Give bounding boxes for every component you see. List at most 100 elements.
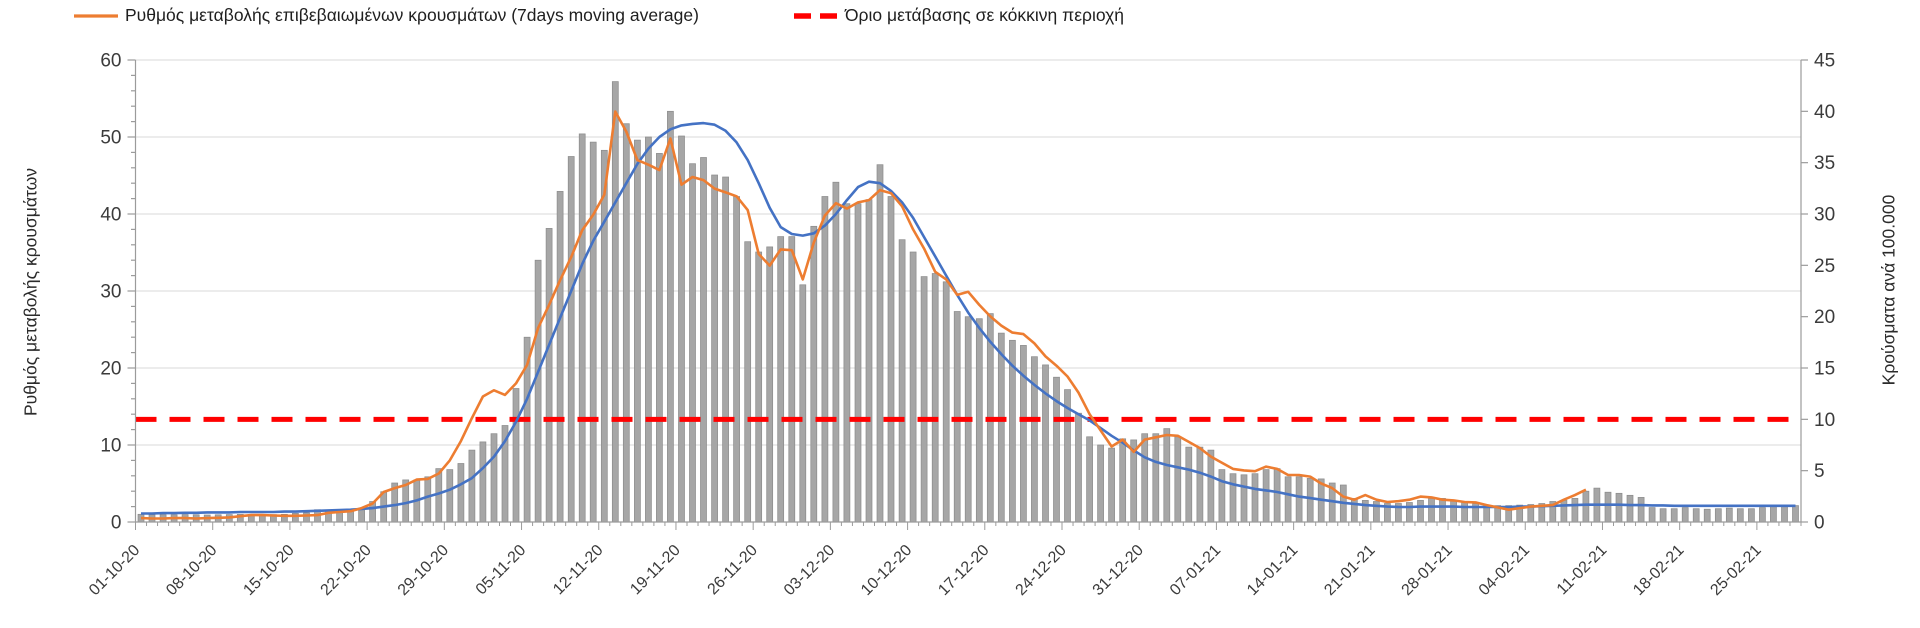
bar <box>1350 498 1358 523</box>
y-tick-label-right: 15 <box>1814 359 1835 380</box>
bar <box>1406 502 1413 523</box>
x-tick-label: 19-11-20 <box>627 542 684 599</box>
x-tick-label: 31-12-20 <box>1090 542 1147 599</box>
bar <box>1637 497 1645 523</box>
bar <box>446 469 454 523</box>
bar <box>887 196 895 523</box>
bar <box>733 196 740 523</box>
x-tick-label: 24-12-20 <box>1013 542 1070 599</box>
bar <box>1075 412 1082 523</box>
y-tick-label-left: 0 <box>111 513 122 534</box>
bar <box>1648 507 1656 523</box>
bar <box>920 276 928 523</box>
bar <box>1781 504 1788 523</box>
bar <box>1295 476 1303 523</box>
legend-label-ma7: Ρυθμός μεταβολής επιβεβαιωμένων κρουσμάτ… <box>125 5 699 25</box>
bar <box>1273 468 1281 523</box>
bar <box>1626 494 1634 523</box>
y-tick-label-right: 45 <box>1814 51 1835 72</box>
x-tick-label: 26-11-20 <box>705 542 762 599</box>
bar <box>667 110 674 523</box>
bar <box>1306 478 1314 523</box>
bar <box>799 284 807 523</box>
bar <box>1571 498 1579 523</box>
x-tick-label: 08-10-20 <box>163 542 220 599</box>
bar <box>468 449 476 523</box>
bar <box>534 259 542 523</box>
x-tick-label: 28-01-21 <box>1399 542 1456 599</box>
bar <box>1185 446 1193 523</box>
bar <box>931 273 939 523</box>
bar <box>479 441 487 523</box>
bar <box>1759 507 1766 523</box>
bar <box>678 135 685 523</box>
bar <box>1174 436 1182 523</box>
x-tick-label: 18-02-21 <box>1630 542 1687 599</box>
bar <box>1748 508 1755 523</box>
legend-label-threshold: Όριο μετάβασης σε κόκκινη περιοχή <box>845 5 1125 25</box>
y-tick-label-left: 50 <box>100 128 121 149</box>
bar <box>358 509 365 523</box>
x-tick-label: 22-10-20 <box>318 542 375 599</box>
y-tick-label-right: 20 <box>1814 307 1835 328</box>
bar <box>1792 505 1799 523</box>
bar <box>1725 507 1733 523</box>
x-tick-label: 21-01-21 <box>1321 542 1378 599</box>
bar <box>490 433 498 523</box>
x-tick-label: 11-02-21 <box>1554 542 1611 599</box>
bar <box>975 318 983 523</box>
bar <box>1020 345 1027 523</box>
bar <box>589 141 597 523</box>
y-tick-label-left: 40 <box>100 205 121 226</box>
x-tick-label: 29-10-20 <box>395 542 452 599</box>
bar <box>909 251 917 523</box>
x-tick-label: 12-11-20 <box>550 542 607 599</box>
bar <box>1240 474 1248 523</box>
bar <box>876 164 884 523</box>
bar <box>953 311 961 523</box>
legend-item-ma7: Ρυθμός μεταβολής επιβεβαιωμένων κρουσμάτ… <box>73 5 699 26</box>
bar <box>1703 508 1711 523</box>
y-tick-label-right: 0 <box>1814 513 1825 534</box>
bar <box>766 246 774 523</box>
bar <box>1196 446 1204 523</box>
bar <box>1428 498 1435 523</box>
bar <box>1152 433 1160 523</box>
bar <box>689 163 696 523</box>
bar <box>1670 508 1678 523</box>
bar <box>1086 436 1093 523</box>
legend-dash-sample-red <box>794 12 838 19</box>
legend-item-threshold: Όριο μετάβασης σε κόκκινη περιοχή <box>793 5 1124 26</box>
ma7-line <box>140 110 1587 520</box>
bar <box>1141 433 1149 523</box>
bar <box>777 236 785 523</box>
x-tick-label: 25-02-21 <box>1707 542 1764 599</box>
bar <box>711 174 718 523</box>
x-tick-label: 07-01-21 <box>1167 542 1224 599</box>
bar <box>1119 438 1127 523</box>
bar <box>700 157 707 523</box>
bar <box>1615 492 1623 523</box>
bar <box>1097 444 1104 523</box>
bar <box>1582 490 1590 523</box>
bar <box>1207 449 1215 523</box>
x-tick-label: 14-01-21 <box>1244 542 1301 599</box>
bar <box>1692 508 1700 523</box>
bar <box>1461 501 1468 523</box>
bar <box>744 241 752 523</box>
bar <box>821 196 829 523</box>
y-tick-label-right: 10 <box>1814 410 1835 431</box>
bar <box>1659 508 1667 523</box>
bar <box>1450 500 1457 523</box>
bar <box>1284 476 1292 523</box>
bar <box>810 225 818 523</box>
bar <box>1770 505 1777 523</box>
x-tick-label: 01-10-20 <box>86 542 143 599</box>
bar <box>611 81 619 523</box>
bar <box>1229 473 1237 523</box>
y-tick-label-right: 40 <box>1814 102 1835 123</box>
bar <box>1714 508 1722 523</box>
bar <box>567 156 575 523</box>
bar <box>942 281 950 523</box>
